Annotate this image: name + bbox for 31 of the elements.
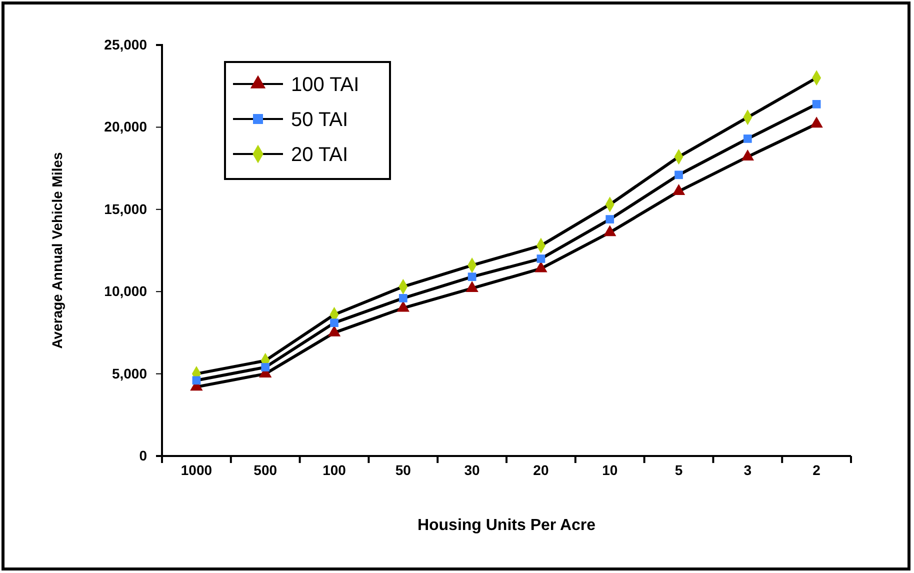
y-tick-label: 20,000	[104, 118, 148, 135]
point	[261, 363, 270, 372]
y-tick-label: 25,000	[104, 36, 148, 52]
point	[536, 254, 546, 263]
x-tick-label: 500	[254, 462, 278, 478]
x-tick-label: 50	[395, 462, 412, 478]
point	[606, 215, 614, 224]
legend-label: 50 TAI	[291, 109, 348, 131]
x-axis-title: Housing Units Per Acre	[417, 517, 596, 534]
point	[468, 272, 476, 281]
x-tick-label: 1000	[180, 462, 212, 478]
point	[674, 170, 683, 180]
y-tick-label: 5,000	[112, 365, 148, 382]
point	[398, 294, 408, 302]
x-tick-label: 100	[322, 462, 346, 478]
point	[330, 318, 338, 328]
legend-label: 20 TAI	[291, 144, 348, 166]
x-tick-label: 2	[812, 462, 821, 478]
legend-label: 100 TAI	[291, 74, 360, 96]
point	[743, 134, 752, 143]
y-axis-title: Average Annual Vehicle Miles	[49, 152, 65, 349]
x-tick-label: 10	[602, 462, 618, 478]
y-tick-label: 15,000	[104, 200, 148, 217]
x-tick-label: 30	[464, 462, 480, 478]
x-tick-label: 20	[533, 462, 549, 478]
y-tick-label: 0	[139, 447, 148, 464]
point	[192, 376, 201, 385]
x-tick-label: 3	[744, 462, 752, 478]
x-tick-label: 5	[674, 462, 683, 478]
y-tick-label: 10,000	[104, 283, 148, 300]
point	[812, 100, 821, 108]
